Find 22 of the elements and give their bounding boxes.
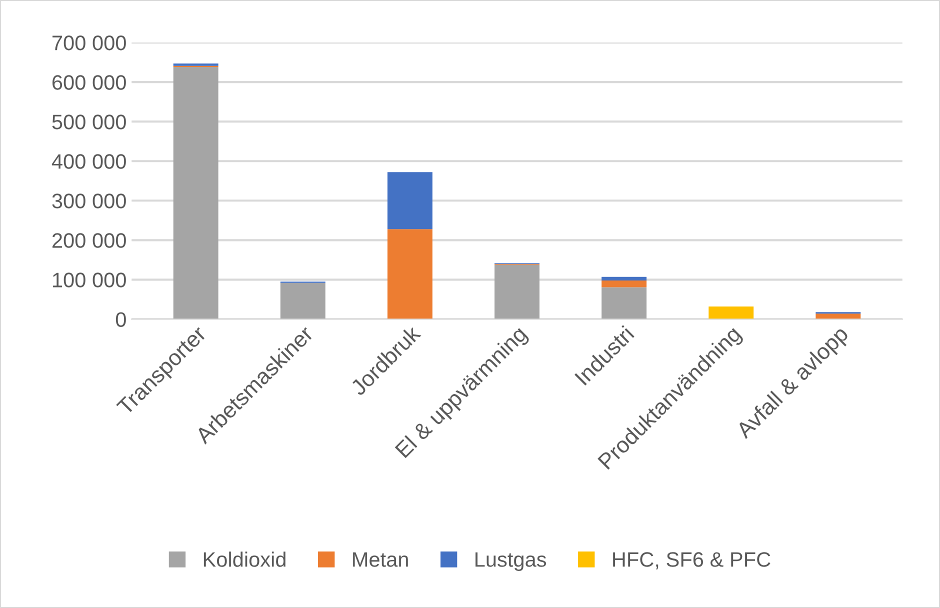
y-tick-label: 700 000	[52, 36, 126, 50]
legend-label: Lustgas	[476, 552, 546, 572]
y-tick-label: 0	[116, 312, 126, 327]
y-tick-label: 600 000	[52, 75, 126, 90]
bar	[602, 276, 647, 280]
y-tick-label: 400 000	[52, 154, 126, 169]
bar	[602, 280, 647, 288]
bar	[387, 172, 432, 230]
legend-label: Metan	[353, 552, 408, 567]
bar	[280, 282, 326, 320]
bar	[387, 229, 432, 320]
bar	[816, 314, 861, 320]
bar	[173, 67, 218, 320]
y-tick-label: 100 000	[53, 272, 126, 288]
y-tick-label: 500 000	[52, 114, 126, 130]
bar	[494, 264, 540, 320]
bar	[602, 287, 647, 320]
legend-label: Koldioxid	[204, 552, 286, 567]
y-tick-label: 300 000	[52, 194, 126, 208]
bar	[708, 306, 754, 320]
legend-label: HFC, SF6 & PFC	[613, 552, 770, 570]
y-tick-label: 200 000	[52, 233, 126, 248]
